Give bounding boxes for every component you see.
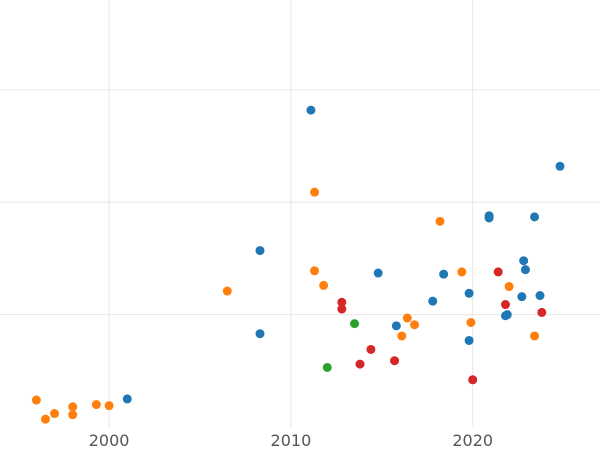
data-point-series-3 <box>537 307 547 317</box>
data-point-series-3 <box>337 304 347 314</box>
data-point-series-2 <box>397 331 407 341</box>
data-point-series-2 <box>410 320 420 330</box>
data-point-series-1 <box>502 310 512 320</box>
data-point-series-1 <box>520 265 530 275</box>
data-point-series-2 <box>104 401 114 411</box>
data-point-series-1 <box>255 246 265 256</box>
x-tick-label: 2000 <box>89 431 130 450</box>
data-point-series-1 <box>535 291 545 301</box>
x-tick-label: 2010 <box>271 431 312 450</box>
data-point-series-2 <box>68 410 78 420</box>
data-point-series-3 <box>366 344 376 354</box>
data-point-series-1 <box>122 394 132 404</box>
data-point-series-4 <box>350 319 360 329</box>
data-point-series-2 <box>40 414 50 424</box>
data-point-series-1 <box>439 269 449 279</box>
data-point-series-2 <box>402 313 412 323</box>
data-point-series-2 <box>530 331 540 341</box>
data-point-series-2 <box>457 267 467 277</box>
data-point-series-2 <box>222 286 232 296</box>
data-point-series-2 <box>466 317 476 327</box>
data-point-series-1 <box>306 105 316 115</box>
data-point-series-3 <box>355 359 365 369</box>
data-point-series-1 <box>391 321 401 331</box>
data-point-series-1 <box>428 296 438 306</box>
data-point-series-1 <box>464 335 474 345</box>
data-point-series-2 <box>91 400 101 410</box>
data-point-series-2 <box>435 216 445 226</box>
data-point-series-1 <box>519 256 529 266</box>
data-point-series-1 <box>517 292 527 302</box>
data-point-series-2 <box>31 395 41 405</box>
data-point-series-3 <box>493 267 503 277</box>
x-axis: 2000 2010 2020 <box>89 431 493 450</box>
data-point-series-3 <box>390 356 400 366</box>
data-point-series-3 <box>337 297 347 307</box>
data-point-series-2 <box>50 409 60 419</box>
data-point-series-2 <box>310 187 320 197</box>
data-point-series-1 <box>373 268 383 278</box>
data-point-series-2 <box>68 402 78 412</box>
data-point-series-1 <box>464 288 474 298</box>
data-point-series-1 <box>255 329 265 339</box>
data-point-series-3 <box>500 300 510 310</box>
data-point-series-1 <box>484 211 494 221</box>
data-point-series-2 <box>504 282 514 292</box>
data-points <box>31 105 565 424</box>
data-point-series-3 <box>468 375 478 385</box>
grid <box>0 0 600 427</box>
data-point-series-4 <box>322 362 332 372</box>
data-point-series-2 <box>310 266 320 276</box>
data-point-series-1 <box>555 161 565 171</box>
data-point-series-2 <box>319 280 329 290</box>
data-point-series-1 <box>530 212 540 222</box>
x-tick-label: 2020 <box>452 431 493 450</box>
